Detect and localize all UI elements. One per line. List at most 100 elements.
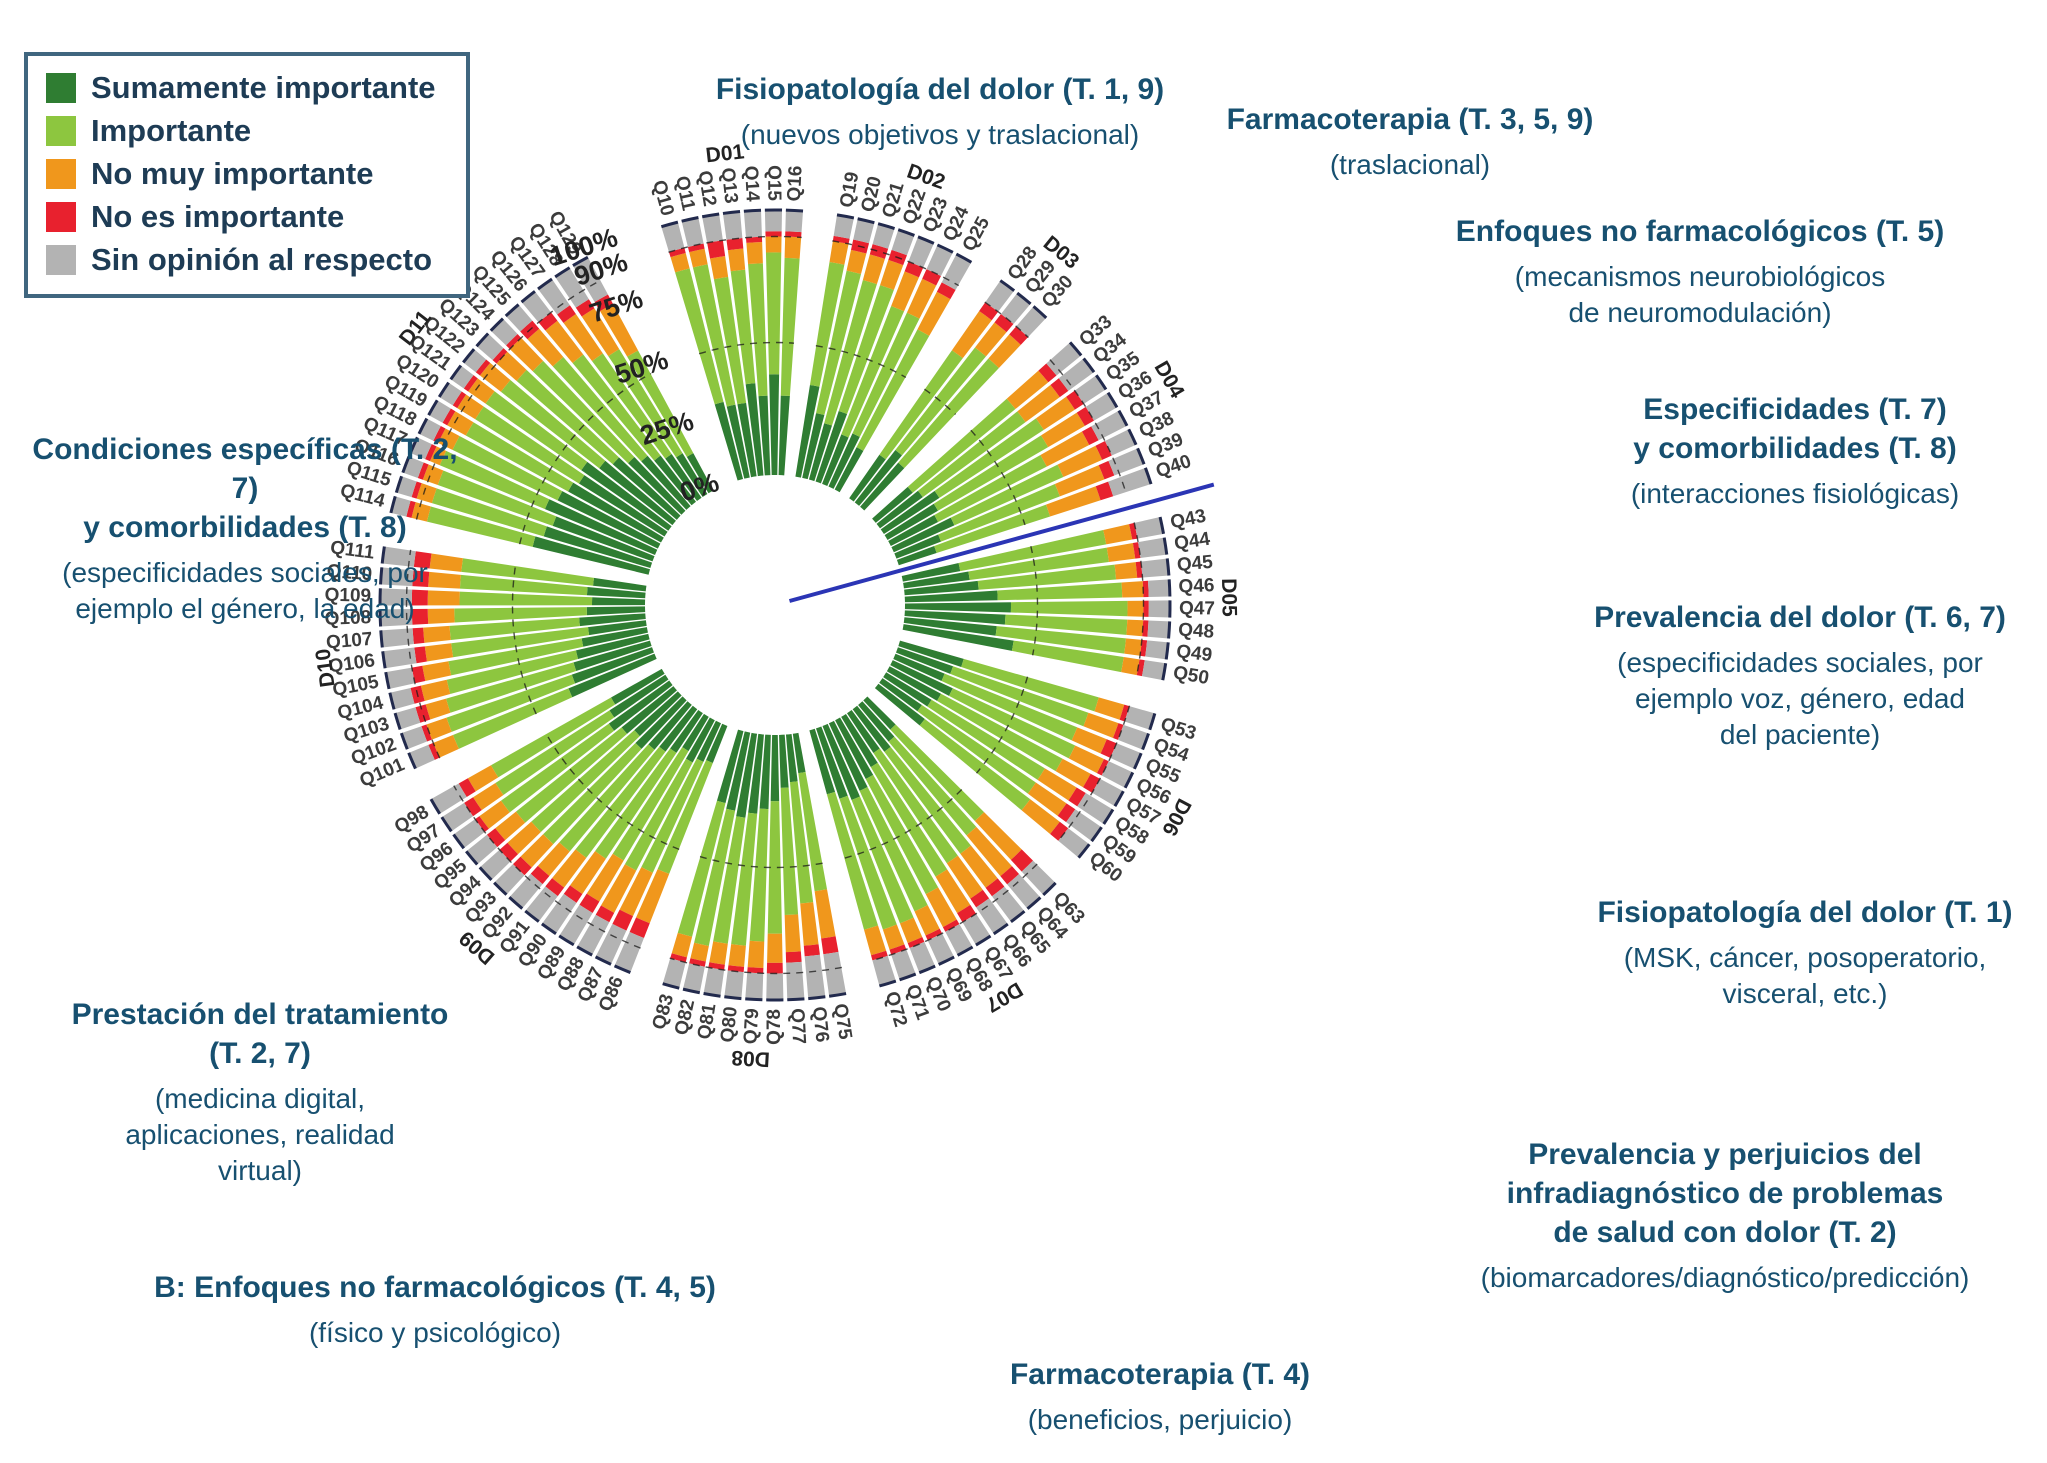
bar-segment	[713, 816, 746, 944]
bar-segment	[421, 724, 432, 742]
legend-swatch-red	[46, 202, 76, 232]
bar-segment	[832, 235, 850, 244]
bar-segment	[985, 280, 1015, 312]
bar-segment	[884, 503, 939, 540]
bar-segment	[901, 563, 961, 582]
bar-segment	[682, 713, 709, 752]
bar-outer-cap	[1162, 537, 1169, 555]
bar-segment	[1068, 787, 1086, 807]
bar-segment	[829, 241, 849, 265]
bar-outer-cap	[524, 909, 540, 923]
bar-segment	[1124, 638, 1142, 656]
bar-segment	[1076, 406, 1095, 426]
bar-segment	[1071, 727, 1107, 754]
bar-segment	[1040, 431, 1090, 467]
bar-segment	[841, 713, 878, 768]
bar-segment	[891, 271, 919, 312]
bar-outer-cap	[478, 866, 493, 882]
bar-segment	[1100, 739, 1117, 758]
dashed-gridline	[1133, 522, 1145, 676]
bar-segment	[896, 546, 937, 566]
bar-segment	[841, 305, 905, 438]
domain-label: D10	[311, 647, 339, 688]
bar-segment	[800, 902, 819, 946]
bar-segment	[1091, 410, 1128, 441]
bar-segment	[499, 842, 519, 862]
question-label: Q49	[1175, 641, 1213, 666]
bar-outer-cap	[1026, 896, 1042, 910]
bar-segment	[1121, 657, 1140, 676]
legend-item: Importante	[46, 113, 436, 149]
bar-segment	[1058, 358, 1095, 391]
group-heading: Prevalencia del dolor (T. 6, 7)	[1594, 601, 2006, 634]
group-subheading: (traslacional)	[1329, 149, 1491, 180]
bar-segment	[424, 643, 454, 662]
bar-segment	[726, 404, 750, 479]
bar-segment	[809, 262, 845, 387]
bar-segment	[382, 647, 417, 669]
bar-segment	[907, 398, 1016, 493]
bar-segment	[538, 312, 558, 331]
bar-segment	[600, 864, 637, 913]
bar-segment	[1098, 460, 1115, 480]
bar-segment	[941, 673, 1078, 741]
bar-segment	[449, 617, 580, 641]
group-subheading: (interacciones fisiológicas)	[1630, 478, 1960, 509]
bar-segment	[641, 455, 691, 510]
bar-segment	[427, 608, 455, 624]
bar-segment	[1101, 761, 1133, 788]
bar-segment	[904, 610, 1006, 625]
bar-segment	[414, 646, 427, 664]
bar-segment	[706, 723, 728, 763]
question-label: Q45	[1176, 552, 1214, 576]
bar-outer-cap	[462, 348, 476, 364]
bar-segment	[1148, 600, 1170, 618]
dashed-gridline	[669, 957, 842, 975]
legend-label: No muy importante	[91, 156, 374, 191]
bar-segment	[1055, 758, 1091, 788]
bar-segment	[463, 349, 487, 373]
bar-segment	[858, 701, 895, 742]
bar-segment	[692, 264, 736, 407]
bar-segment	[902, 624, 1014, 651]
bar-outer-cap	[437, 381, 450, 398]
dashed-gridline	[405, 549, 441, 759]
bar-segment	[431, 488, 547, 537]
bar-segment	[904, 261, 924, 278]
bar-segment	[1001, 293, 1031, 325]
bar-segment	[909, 941, 936, 973]
bar-segment	[594, 294, 613, 312]
legend-label: Sumamente importante	[91, 70, 436, 105]
bar-segment	[988, 334, 1021, 368]
bar-segment	[495, 811, 526, 841]
bar-segment	[572, 257, 608, 303]
dashed-gridline	[975, 676, 1029, 774]
bar-segment	[611, 668, 665, 705]
bar-segment	[1147, 620, 1170, 639]
group-subheading: (medicina digital, aplicaciones, realida…	[125, 1083, 395, 1186]
bar-segment	[865, 774, 939, 895]
bar-outer-cap	[1144, 467, 1153, 485]
bar-segment	[571, 647, 654, 684]
bar-segment	[1138, 537, 1167, 558]
domain-label: D08	[730, 1046, 770, 1071]
bar-segment	[1066, 390, 1084, 410]
bar-segment	[457, 394, 484, 420]
bar-segment	[686, 453, 714, 494]
bar-segment	[426, 506, 536, 547]
bar-segment	[946, 855, 983, 899]
bar-outer-cap	[1117, 409, 1129, 427]
bar-outer-cap	[449, 364, 463, 381]
bar-outer-cap	[475, 332, 490, 348]
question-label: Q46	[1178, 575, 1215, 598]
bar-segment	[1108, 467, 1152, 497]
bar-segment	[545, 320, 584, 364]
bar-segment	[828, 720, 868, 791]
bar-outer-cap	[417, 417, 429, 435]
bar-segment	[769, 374, 780, 476]
bar-segment	[894, 534, 942, 559]
bar-segment	[893, 653, 945, 681]
bar-segment	[1110, 743, 1142, 769]
bar-segment	[1096, 758, 1109, 776]
bar-segment	[595, 923, 627, 965]
